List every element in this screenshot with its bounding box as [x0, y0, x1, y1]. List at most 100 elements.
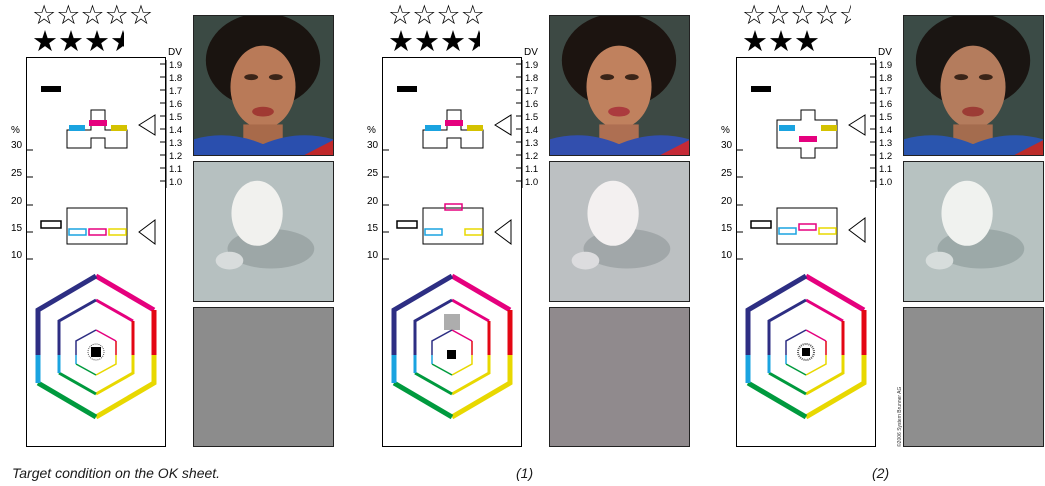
dv-label: 1.4 — [525, 125, 538, 136]
dv-label: 1.4 — [879, 125, 892, 136]
stars-filled-full: ★★★ — [388, 24, 466, 58]
yellow-solid-patch — [111, 125, 127, 131]
caption: (1) — [516, 465, 534, 481]
solid-pointer-triangle — [138, 114, 156, 136]
dv-label: 1.5 — [879, 112, 892, 123]
dv-label: 1.9 — [879, 60, 892, 71]
percent-labels: 30 25 20 15 10 — [721, 140, 733, 261]
yellow-tint-patch — [108, 228, 127, 236]
magenta-tint-patch — [798, 223, 817, 231]
dv-label: 1.3 — [879, 138, 892, 149]
cyan-tint-patch — [68, 228, 87, 236]
control-strip — [382, 57, 522, 447]
yellow-solid-patch — [821, 125, 837, 131]
percent-label: 10 — [721, 250, 733, 261]
stars-filled-row: ★★★★ — [388, 27, 548, 56]
dv-label: 1.9 — [169, 60, 182, 71]
star-half-icon: ★ — [466, 27, 480, 56]
dv-label: 1.9 — [525, 60, 538, 71]
percent-label: 25 — [721, 168, 733, 179]
percent-label: 20 — [367, 196, 379, 207]
percent-label: 30 — [721, 140, 733, 151]
black-solid-bar — [41, 86, 61, 92]
black-solid-bar — [751, 86, 771, 92]
dv-label: 1.7 — [879, 86, 892, 97]
dv-label: 1.5 — [169, 112, 182, 123]
percent-label: 30 — [367, 140, 379, 151]
dv-label: 1.2 — [879, 151, 892, 162]
percent-label: 15 — [721, 223, 733, 234]
percent-unit-label: % — [11, 125, 20, 136]
control-strip — [26, 57, 166, 447]
dv-label: 1.1 — [169, 164, 182, 175]
solid-pointer-triangle — [494, 114, 512, 136]
dv-label: 1.7 — [169, 86, 182, 97]
gray-balance-patch — [903, 307, 1044, 447]
magenta-solid-patch — [89, 120, 107, 126]
solid-cmy-group — [66, 109, 128, 149]
stars-outline-row: ☆☆☆☆ — [388, 0, 485, 31]
gray-balance-patch — [193, 307, 334, 447]
dv-label: 1.3 — [169, 138, 182, 149]
hexagon-star-target — [391, 273, 513, 420]
control-strip-graphic — [391, 86, 513, 420]
percent-unit-label: % — [367, 125, 376, 136]
stars-filled-full: ★★★ — [32, 24, 110, 58]
percent-label: 15 — [11, 223, 23, 234]
dv-label: 1.8 — [525, 73, 538, 84]
dv-label: 1.1 — [525, 164, 538, 175]
dv-label: 1.5 — [525, 112, 538, 123]
black-tint-patch — [750, 220, 772, 229]
percent-label: 30 — [11, 140, 23, 151]
caption: Target condition on the OK sheet. — [12, 465, 221, 481]
dv-tick-labels: 1.9 1.8 1.7 1.6 1.5 1.4 1.3 1.2 1.1 1.0 — [169, 60, 182, 188]
dv-label: 1.0 — [879, 177, 892, 188]
tint-cmy-box — [66, 207, 128, 245]
stars-outline-row: ☆☆☆☆☆ — [742, 2, 902, 29]
dv-label: 1.3 — [525, 138, 538, 149]
stars-filled-row: ★★★ — [742, 24, 820, 58]
dv-label: 1.0 — [169, 177, 182, 188]
caption: (2) — [872, 465, 890, 481]
control-strip-graphic — [35, 86, 157, 420]
dv-label: 1.1 — [879, 164, 892, 175]
magenta-tint-patch — [88, 228, 107, 236]
portrait-photo — [549, 15, 690, 156]
dv-label: 1.2 — [169, 151, 182, 162]
percent-unit-label: % — [721, 125, 730, 136]
dv-label: 1.6 — [169, 99, 182, 110]
portrait-photo — [193, 15, 334, 156]
cyan-tint-patch — [778, 227, 797, 235]
cyan-tint-patch — [424, 228, 443, 236]
control-strip-graphic — [745, 86, 867, 420]
dv-label: 1.0 — [525, 177, 538, 188]
yellow-tint-patch — [464, 228, 483, 236]
egg-photo — [903, 161, 1044, 302]
solid-cmy-group — [422, 109, 484, 149]
yellow-solid-patch — [467, 125, 483, 131]
cyan-solid-patch — [69, 125, 85, 131]
tint-pointer-triangle — [848, 217, 866, 243]
percent-label: 20 — [721, 196, 733, 207]
stars-filled-row: ★★★★ — [32, 27, 192, 56]
panel-variant-1: ☆☆☆☆ ★★★★ — [356, 0, 701, 481]
black-tint-patch — [40, 220, 62, 229]
dv-label: 1.6 — [525, 99, 538, 110]
dv-tick-labels: 1.9 1.8 1.7 1.6 1.5 1.4 1.3 1.2 1.1 1.0 — [879, 60, 892, 188]
magenta-solid-patch — [799, 136, 817, 142]
percent-label: 20 — [11, 196, 23, 207]
tint-pointer-triangle — [138, 219, 156, 245]
tint-cmy-box — [422, 207, 484, 245]
dv-label: 1.6 — [879, 99, 892, 110]
hexagon-star-target — [35, 273, 157, 420]
stars-outline-full: ☆☆☆☆ — [742, 0, 839, 31]
star-half-icon: ★ — [110, 27, 124, 56]
panel-target: ☆☆☆☆☆ ★★★★ — [0, 0, 345, 481]
magenta-solid-patch — [445, 120, 463, 126]
black-solid-bar — [397, 86, 417, 92]
egg-photo — [549, 161, 690, 302]
dv-label: 1.4 — [169, 125, 182, 136]
dv-label: 1.7 — [525, 86, 538, 97]
dv-label: 1.8 — [169, 73, 182, 84]
hexagon-star-target — [745, 273, 867, 420]
